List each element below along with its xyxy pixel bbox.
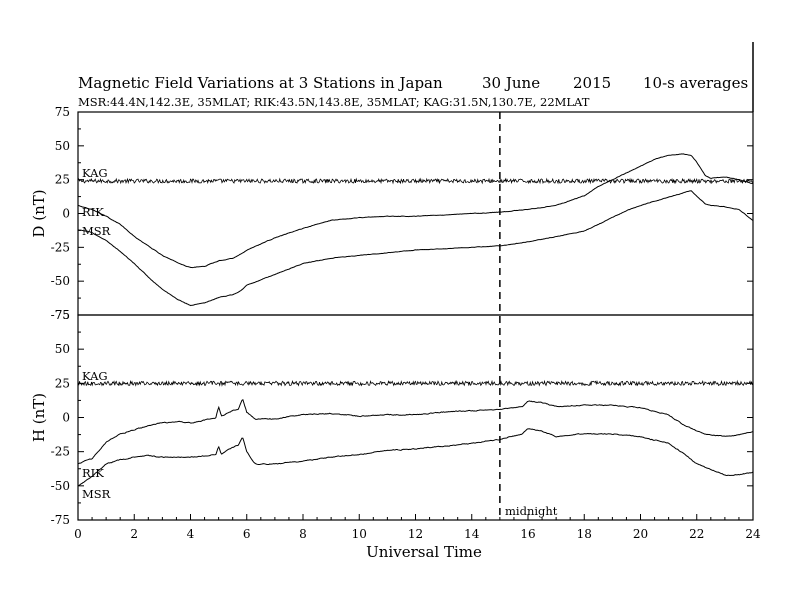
panel-h-frame bbox=[77, 314, 754, 521]
x-tick-label: 14 bbox=[464, 527, 480, 541]
panel-d-label-msr: MSR bbox=[82, 224, 111, 238]
panel-d-series bbox=[77, 153, 754, 307]
series-line-msr bbox=[77, 190, 754, 307]
panel-h-border bbox=[77, 314, 754, 521]
y-tick-label: 25 bbox=[55, 173, 70, 187]
x-tick-label: 0 bbox=[74, 527, 82, 541]
y-tick-label: -50 bbox=[51, 274, 70, 288]
y-tick-label: 25 bbox=[55, 376, 70, 390]
y-tick-label: -25 bbox=[51, 240, 70, 254]
chart-title-resolution: 10-s averages bbox=[643, 74, 748, 92]
x-axis: 0 2 4 6 8 10 12 14 16 18 20 22 24 bbox=[74, 514, 761, 541]
panel-h-yticks: 75 50 25 0 -25 -50 -75 bbox=[51, 308, 753, 527]
y-tick-label: 75 bbox=[55, 105, 70, 119]
y-tick-label: -75 bbox=[51, 513, 70, 527]
y-tick-label: 0 bbox=[62, 207, 70, 221]
y-tick-label: -75 bbox=[51, 308, 70, 322]
x-tick-label: 2 bbox=[130, 527, 138, 541]
panel-h-label-msr: MSR bbox=[82, 487, 111, 501]
x-tick-label: 22 bbox=[689, 527, 704, 541]
y-tick-label: 50 bbox=[55, 139, 70, 153]
series-line-kag bbox=[77, 177, 754, 185]
series-line-kag bbox=[77, 379, 754, 387]
series-line-rik bbox=[77, 153, 754, 269]
x-tick-label: 4 bbox=[187, 527, 195, 541]
panel-d-yticks: 75 50 25 0 -25 -50 -75 bbox=[51, 105, 753, 322]
chart-title-date: 30 June bbox=[482, 74, 540, 92]
x-tick-label: 6 bbox=[243, 527, 251, 541]
series-line-rik bbox=[77, 399, 754, 465]
panel-horizontal: 75 50 25 0 -25 -50 -75 H (nT) KAG RIK MSR bbox=[30, 308, 754, 527]
midnight-label: midnight bbox=[505, 504, 558, 518]
chart-title-main: Magnetic Field Variations at 3 Stations … bbox=[78, 74, 443, 92]
y-tick-label: 0 bbox=[62, 411, 70, 425]
y-tick-label: -50 bbox=[51, 479, 70, 493]
x-axis-label: Universal Time bbox=[366, 543, 482, 561]
y-tick-label: -25 bbox=[51, 445, 70, 459]
panel-h-label-kag: KAG bbox=[82, 369, 108, 383]
x-tick-label: 12 bbox=[408, 527, 423, 541]
y-tick-label: 75 bbox=[55, 308, 70, 322]
panel-declination: 75 50 25 0 -25 -50 -75 D (nT) KAG RIK MSR bbox=[30, 105, 754, 322]
chart-subtitle: MSR:44.4N,142.3E, 35MLAT; RIK:43.5N,143.… bbox=[78, 95, 590, 109]
x-tick-label: 20 bbox=[633, 527, 648, 541]
panel-d-frame bbox=[77, 111, 754, 316]
x-tick-label: 18 bbox=[577, 527, 592, 541]
y-tick-label: 50 bbox=[55, 342, 70, 356]
panel-h-ylabel: H (nT) bbox=[30, 393, 48, 442]
x-tick-label: 16 bbox=[520, 527, 535, 541]
x-tick-label: 24 bbox=[745, 527, 761, 541]
panel-d-label-kag: KAG bbox=[82, 166, 108, 180]
chart-title-year: 2015 bbox=[573, 74, 611, 92]
x-tick-label: 10 bbox=[352, 527, 367, 541]
panel-h-label-rik: RIK bbox=[82, 466, 104, 480]
series-line-msr bbox=[77, 428, 754, 487]
x-tick-label: 8 bbox=[299, 527, 307, 541]
panel-d-border bbox=[77, 111, 754, 316]
panel-d-ylabel: D (nT) bbox=[30, 189, 48, 237]
panel-h-series bbox=[77, 379, 754, 487]
panel-d-label-rik: RIK bbox=[82, 205, 104, 219]
